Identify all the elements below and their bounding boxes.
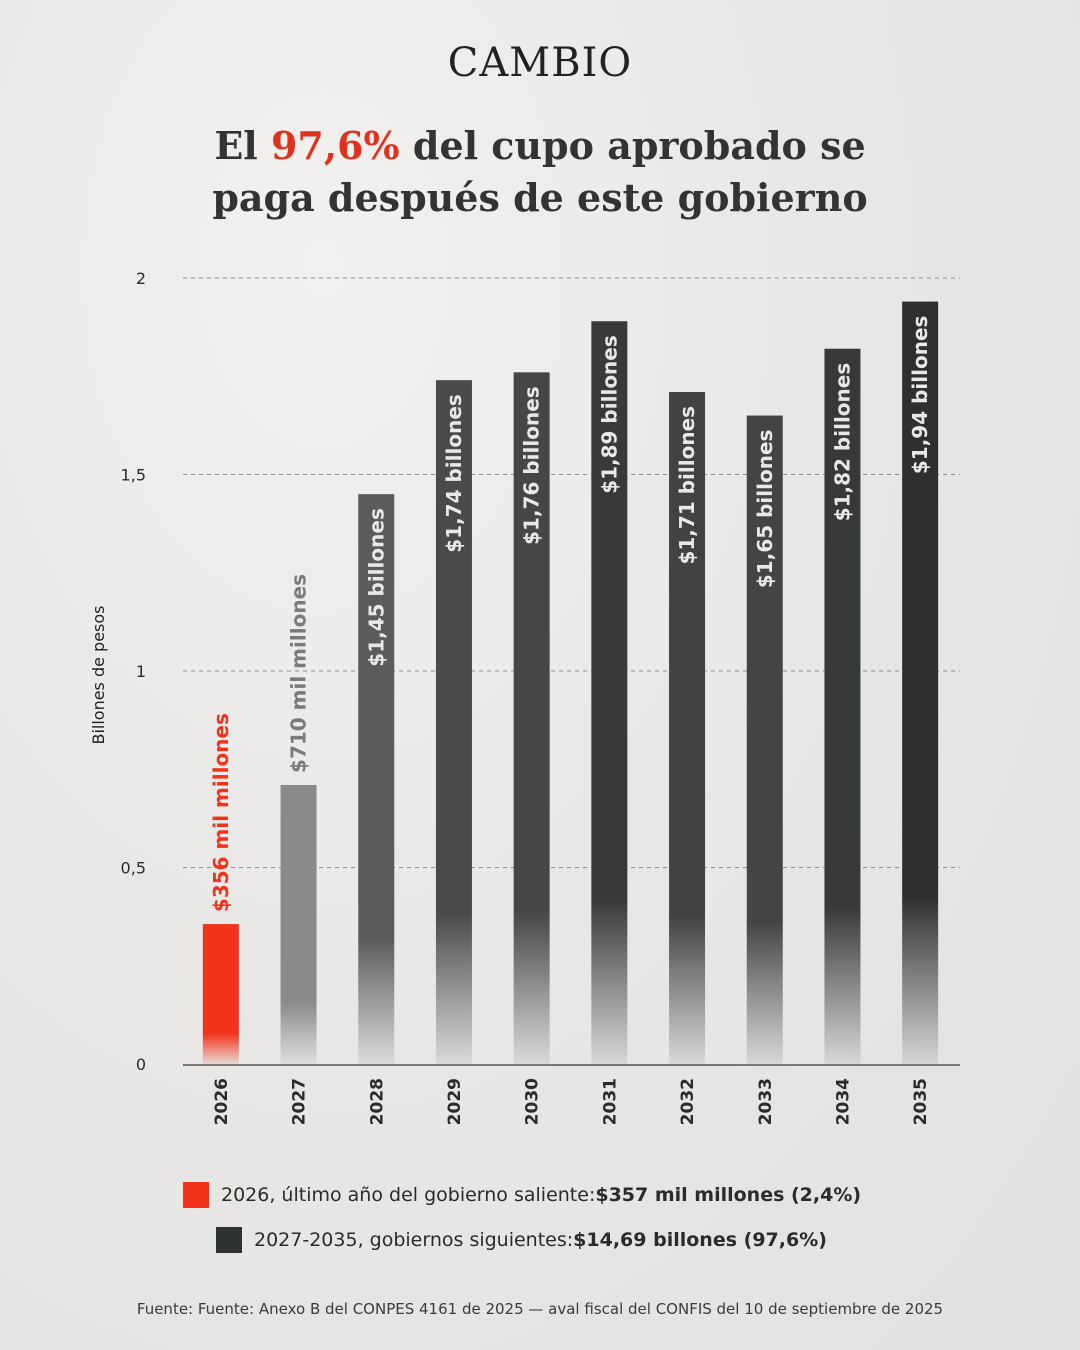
bar-chart: 0 0,5 1 1,5 2 Billones de pesos $356 mil millo… [89,269,960,1125]
x-tick-label: 2034 [833,1078,853,1125]
x-tick-label: 2029 [445,1078,465,1125]
legend-text: 2026, último año del gobierno saliente: [221,1184,596,1206]
legend-item-2027-2035: 2027-2035, gobiernos siguientes: $14,69 … [216,1227,827,1253]
bar [591,321,628,1065]
bar [824,348,861,1064]
legend-item-2026: 2026, último año del gobierno saliente: … [183,1182,861,1208]
legend-value: $14,69 billones (97,6%) [573,1229,827,1251]
brand-logo: CAMBIO [447,40,633,86]
bar [435,380,472,1064]
x-tick-label: 2028 [367,1078,387,1125]
y-tick-label: 1 [136,662,146,681]
x-tick-label: 2031 [600,1078,620,1125]
legend-text: 2027-2035, gobiernos siguientes: [254,1229,574,1251]
bar-value-label: $1,89 billones [597,335,621,494]
bar-value-label: $1,76 billones [520,386,544,545]
legend-swatch-dark [216,1227,242,1253]
x-tick-label: 2026 [212,1078,232,1125]
bar-value-label: $710 mil millones [287,574,311,773]
bar-value-label: $1,65 billones [753,430,777,589]
y-axis-label: Billones de pesos [89,605,108,744]
bar [280,784,317,1064]
bar-value-label: $1,74 billones [442,394,466,553]
bar-value-label: $1,45 billones [364,508,388,667]
bar-value-label: $1,94 billones [908,316,932,475]
title-part2: del cupo aprobado se [399,123,866,168]
bar-value-label: $356 mil millones [209,713,233,912]
x-tick-label: 2035 [911,1078,931,1125]
source-note: Fuente: Fuente: Anexo B del CONPES 4161 … [136,1300,944,1318]
bar [358,494,395,1064]
x-tick-label: 2032 [678,1078,698,1125]
title-part1: El [214,123,271,168]
y-tick-label: 0,5 [121,859,146,878]
y-tick-label: 1,5 [121,466,146,485]
x-tick-label: 2030 [523,1078,543,1125]
x-tick-label: 2027 [290,1078,310,1125]
x-tick-label: 2033 [756,1078,776,1125]
bar [202,924,239,1064]
bar [669,391,706,1065]
title-highlight: 97,6% [270,123,400,168]
bar [513,372,550,1064]
legend-value: $357 mil millones (2,4%) [595,1184,862,1206]
bar-value-label: $1,71 billones [675,406,699,565]
bar [902,301,939,1064]
bar-value-label: $1,82 billones [830,363,854,522]
y-tick-label: 0 [136,1055,146,1074]
page-title: El 97,6% del cupo aprobado se paga despu… [0,120,1080,224]
bar [746,415,783,1064]
title-line2: paga después de este gobierno [212,175,868,220]
y-tick-label: 2 [136,269,146,288]
legend-swatch-red [183,1182,209,1208]
